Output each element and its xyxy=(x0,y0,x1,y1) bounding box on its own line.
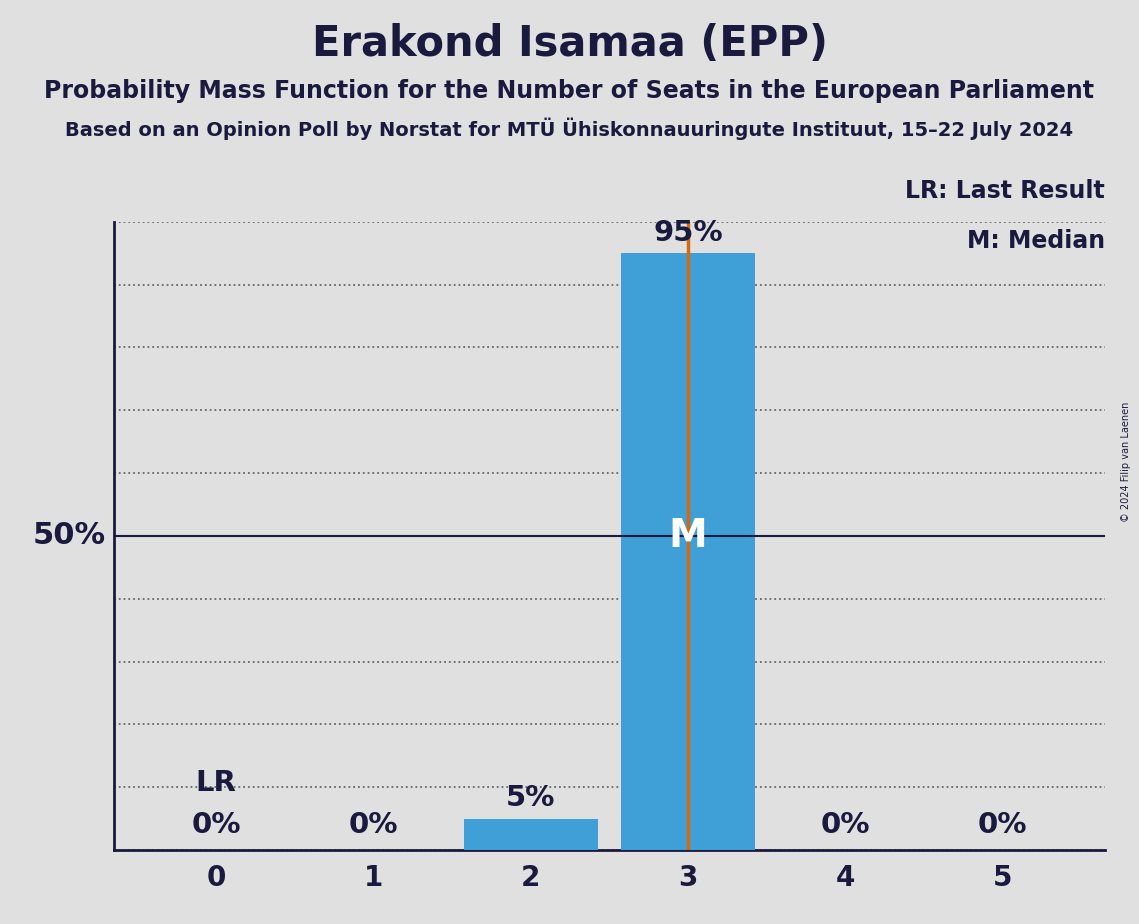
Bar xyxy=(621,253,755,850)
Text: M: M xyxy=(669,517,707,555)
Text: 0%: 0% xyxy=(349,810,399,839)
Text: 5%: 5% xyxy=(506,784,556,812)
Text: 95%: 95% xyxy=(653,219,723,247)
Text: LR: LR xyxy=(196,769,237,796)
Text: 0%: 0% xyxy=(978,810,1027,839)
Text: Based on an Opinion Poll by Norstat for MTÜ Ühiskonnauuringute Instituut, 15–22 : Based on an Opinion Poll by Norstat for … xyxy=(65,117,1074,140)
Text: Erakond Isamaa (EPP): Erakond Isamaa (EPP) xyxy=(311,23,828,65)
Text: 0%: 0% xyxy=(820,810,870,839)
Text: 50%: 50% xyxy=(33,521,106,551)
Text: 0%: 0% xyxy=(191,810,240,839)
Text: LR: Last Result: LR: Last Result xyxy=(906,179,1105,203)
Text: © 2024 Filip van Laenen: © 2024 Filip van Laenen xyxy=(1121,402,1131,522)
Text: Probability Mass Function for the Number of Seats in the European Parliament: Probability Mass Function for the Number… xyxy=(44,79,1095,103)
Bar xyxy=(464,819,598,850)
Text: M: Median: M: Median xyxy=(967,229,1105,253)
